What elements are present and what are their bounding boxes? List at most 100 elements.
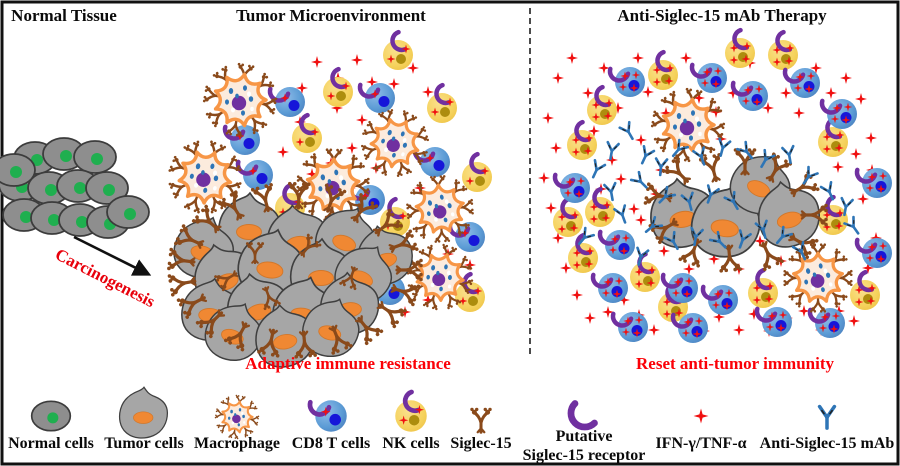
legend-label: IFN-γ/TNF-α — [655, 435, 746, 452]
carcinogenesis-label: Carcinogenesis — [52, 245, 158, 312]
ifn-tnf-icon — [648, 324, 660, 336]
nk-cell-icon — [567, 121, 597, 160]
legend-label: Normal cells — [8, 435, 94, 452]
legend-label: Anti-Siglec-15 mAb — [760, 435, 895, 452]
ifn-tnf-icon — [632, 52, 644, 64]
cd8-t-cell-icon — [820, 94, 857, 129]
ifn-tnf-icon — [566, 52, 578, 64]
cd8-t-cell-icon — [591, 268, 628, 303]
anti-siglec15-mab-icon — [586, 159, 607, 181]
ifn-tnf-icon — [545, 202, 557, 214]
panel-title-normal-tissue: Normal Tissue — [11, 6, 117, 25]
tumor-cell-icon — [118, 386, 169, 439]
nk-cell-icon — [850, 271, 880, 310]
cd8-t-cell-icon — [611, 307, 648, 342]
therapy-scene — [538, 29, 892, 343]
legend-item-anti-siglec15-mab: Anti-Siglec-15 mAb — [760, 404, 895, 452]
ifn-tnf-icon — [628, 203, 640, 215]
ifn-tnf-icon — [780, 87, 792, 99]
ifn-tnf-icon — [584, 312, 596, 324]
panel-title-anti-siglec15-therapy: Anti-Siglec-15 mAb Therapy — [617, 6, 827, 25]
ifn-tnf-icon — [351, 54, 363, 66]
ifn-tnf-icon — [793, 107, 805, 119]
ifn-tnf-icon — [825, 87, 837, 99]
ifn-tnf-icon — [582, 87, 594, 99]
ifn-tnf-icon — [550, 142, 562, 154]
ifn-tnf-icon — [840, 72, 852, 84]
legend-item-ifn-tnf: IFN-γ/TNF-α — [655, 408, 747, 452]
cd8-t-cell-icon — [855, 233, 892, 268]
nk-cell-icon — [427, 84, 457, 123]
normal-cell-icon — [73, 140, 117, 174]
anti-siglec15-mab-icon — [613, 204, 632, 226]
nk-cell-icon — [587, 86, 617, 125]
legend-item-tumor-cell: Tumor cells — [104, 386, 184, 452]
cd8-t-cell-icon — [855, 163, 892, 198]
macrophage-icon — [777, 237, 859, 319]
legend-label: Tumor cells — [104, 435, 184, 452]
ifn-tnf-icon — [680, 52, 692, 64]
legend-item-cd8-t-cell: CD8 T cells — [292, 395, 371, 452]
cd8-t-cell-icon — [308, 395, 347, 431]
cd8-t-cell-icon — [598, 225, 635, 260]
macrophage-icon — [651, 88, 726, 163]
normal-cell-icon — [0, 153, 36, 187]
ifn-tnf-icon — [658, 245, 670, 257]
ifn-tnf-icon — [850, 148, 862, 160]
ifn-tnf-icon — [571, 289, 583, 301]
ifn-tnf-icon — [538, 172, 550, 184]
nk-cell-icon — [292, 114, 322, 153]
cd8-t-cell-icon — [608, 62, 645, 97]
panel-title-tumor-microenvironment: Tumor Microenvironment — [236, 6, 426, 25]
ifn-tnf-icon — [346, 142, 358, 154]
macrophage-icon — [215, 395, 260, 440]
ifn-tnf-icon — [615, 173, 627, 185]
ifn-tnf-icon — [311, 56, 323, 68]
legend-label: Macrophage — [194, 435, 280, 452]
legend-label: CD8 T cells — [292, 435, 371, 452]
siglec15-icon — [468, 406, 494, 434]
anti-siglec15-mab-icon — [635, 145, 656, 167]
normal-cell-icon — [30, 400, 72, 432]
ifn-tnf-icon — [848, 315, 860, 327]
caption-reset-anti-tumor-immunity: Reset anti-tumor immunity — [636, 354, 834, 373]
ifn-tnf-icon — [635, 134, 647, 146]
nk-cell-icon — [395, 391, 427, 432]
nk-cell-icon — [648, 51, 678, 90]
nk-cell-icon — [630, 253, 660, 292]
nk-cell-icon — [462, 153, 492, 192]
legend-item-putative-receptor: Putative Siglec-15 receptor — [523, 404, 645, 464]
ifn-tnf-icon — [277, 146, 289, 158]
nk-cell-icon — [748, 269, 778, 308]
ifn-tnf-icon — [857, 193, 869, 205]
ifn-tnf-icon — [635, 214, 647, 226]
arrow-line — [73, 235, 152, 276]
tumor-microenvironment-scene — [161, 31, 492, 372]
ifn-tnf-icon — [693, 408, 709, 424]
nk-cell-icon — [725, 29, 755, 68]
anti-siglec15-mab-icon — [653, 157, 669, 177]
ifn-tnf-icon — [542, 112, 554, 124]
nk-cell-icon — [383, 31, 413, 70]
carcinogenesis-arrow: Carcinogenesis — [52, 235, 158, 312]
cd8-t-cell-icon — [701, 280, 738, 315]
anti-siglec15-mab-icon — [603, 140, 620, 162]
cd8-t-cell-icon — [553, 168, 590, 203]
ifn-tnf-icon — [733, 324, 745, 336]
caption-adaptive-immune-resistance: Adaptive immune resistance — [245, 354, 451, 373]
legend-item-macrophage: Macrophage — [194, 395, 280, 452]
putative-receptor-icon — [571, 404, 595, 428]
cd8-t-cell-icon — [690, 58, 727, 93]
normal-tissue-cell-cluster — [0, 137, 150, 239]
ifn-tnf-icon — [865, 132, 877, 144]
ifn-tnf-icon — [356, 114, 368, 126]
legend-item-nk-cell: NK cells — [382, 391, 440, 452]
ifn-tnf-icon — [552, 72, 564, 84]
cd8-t-cell-icon — [731, 76, 768, 111]
nk-cell-icon — [553, 198, 583, 237]
anti-siglec15-mab-icon — [618, 120, 639, 143]
nk-cell-icon — [768, 31, 798, 70]
